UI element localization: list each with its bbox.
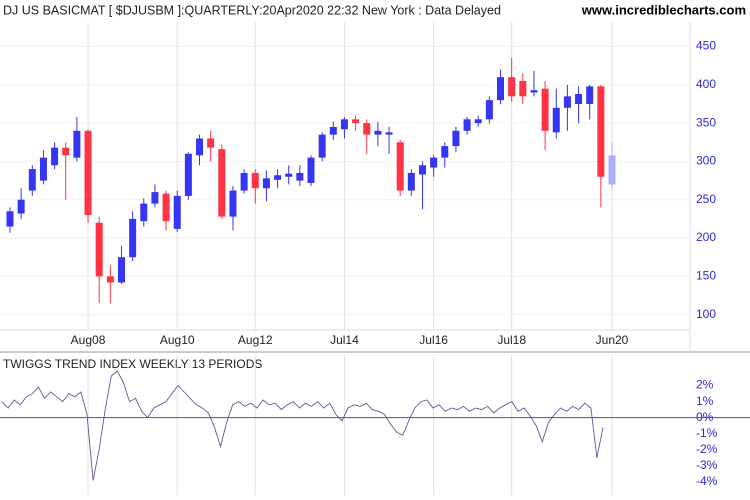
y-tick-label: -1% (696, 426, 718, 440)
candle-body (296, 172, 304, 181)
candle-body (307, 157, 315, 183)
candle-body (62, 147, 70, 156)
x-tick-label: Aug08 (71, 333, 106, 347)
candle-body (396, 142, 404, 191)
y-tick-label: 1% (696, 394, 714, 408)
candle-body (374, 130, 382, 135)
chart-title: DJ US BASICMAT [ $DJUSBM ]:QUARTERLY:20A… (3, 3, 501, 17)
candle-body (575, 94, 583, 104)
x-tick-label: Jul14 (330, 333, 359, 347)
candle-body (474, 119, 482, 124)
candle-body (519, 80, 527, 97)
candle-body (51, 147, 59, 166)
candle-body (262, 178, 270, 189)
candle-body (530, 90, 538, 93)
candle-body (240, 172, 248, 191)
indicator-title: TWIGGS TREND INDEX WEEKLY 13 PERIODS (3, 357, 262, 371)
candle-body (28, 169, 36, 191)
candle-body (608, 155, 616, 185)
candle-body (452, 130, 460, 147)
candle-body (563, 96, 571, 108)
candle-body (541, 88, 549, 131)
candle-body (207, 138, 215, 148)
candle-body (430, 157, 438, 168)
y-tick-label: 2% (696, 378, 714, 392)
candle-body (162, 193, 170, 222)
candle-body (39, 157, 47, 181)
candle-body (463, 119, 471, 131)
candle-body (597, 86, 605, 177)
candle-body (218, 149, 226, 217)
y-tick-label: 150 (696, 269, 716, 283)
indicator-line (1, 370, 604, 481)
candle-body (251, 172, 259, 189)
candle-body (274, 175, 282, 180)
candle-body (385, 132, 393, 135)
candle-body (17, 199, 25, 214)
candle-body (84, 130, 92, 216)
candle-body (552, 107, 560, 133)
candle-body (441, 146, 449, 158)
y-tick-label: 250 (696, 192, 716, 206)
y-tick-label: 450 (696, 39, 716, 53)
x-tick-label: Jul18 (497, 333, 526, 347)
candle-body (497, 77, 505, 101)
candle-body (173, 195, 181, 229)
y-tick-label: 350 (696, 115, 716, 129)
candle-body (318, 134, 326, 158)
candle-body (184, 153, 192, 196)
candle-body (6, 211, 14, 227)
x-tick-label: Aug10 (160, 333, 195, 347)
y-tick-label: -2% (696, 442, 718, 456)
candle-body (73, 130, 81, 158)
y-tick-label: 0% (696, 410, 714, 424)
candle-body (95, 222, 103, 277)
candle-body (196, 138, 204, 156)
candle-body (140, 203, 148, 222)
candle-body (407, 172, 415, 191)
candle-body (352, 119, 360, 124)
candle-body (229, 190, 237, 217)
x-tick-label: Jul16 (419, 333, 448, 347)
candle-body (586, 86, 594, 104)
y-tick-label: 300 (696, 154, 716, 168)
candle-body (340, 119, 348, 130)
x-tick-label: Jun20 (596, 333, 629, 347)
candle-body (508, 77, 516, 97)
candle-body (485, 100, 493, 120)
candle-body (418, 165, 426, 175)
candle-body (285, 173, 293, 177)
x-tick-label: Aug12 (238, 333, 273, 347)
y-tick-label: 400 (696, 77, 716, 91)
y-tick-label: -3% (696, 458, 718, 472)
candle-body (363, 123, 371, 135)
candle-body (151, 192, 159, 204)
y-tick-label: -4% (696, 474, 718, 488)
y-tick-label: 200 (696, 230, 716, 244)
candle-body (106, 276, 114, 283)
source: www.incrediblecharts.com (581, 2, 746, 17)
y-tick-label: 100 (696, 307, 716, 321)
candle-body (129, 218, 137, 258)
candle-body (329, 126, 337, 135)
candle-body (117, 257, 125, 283)
